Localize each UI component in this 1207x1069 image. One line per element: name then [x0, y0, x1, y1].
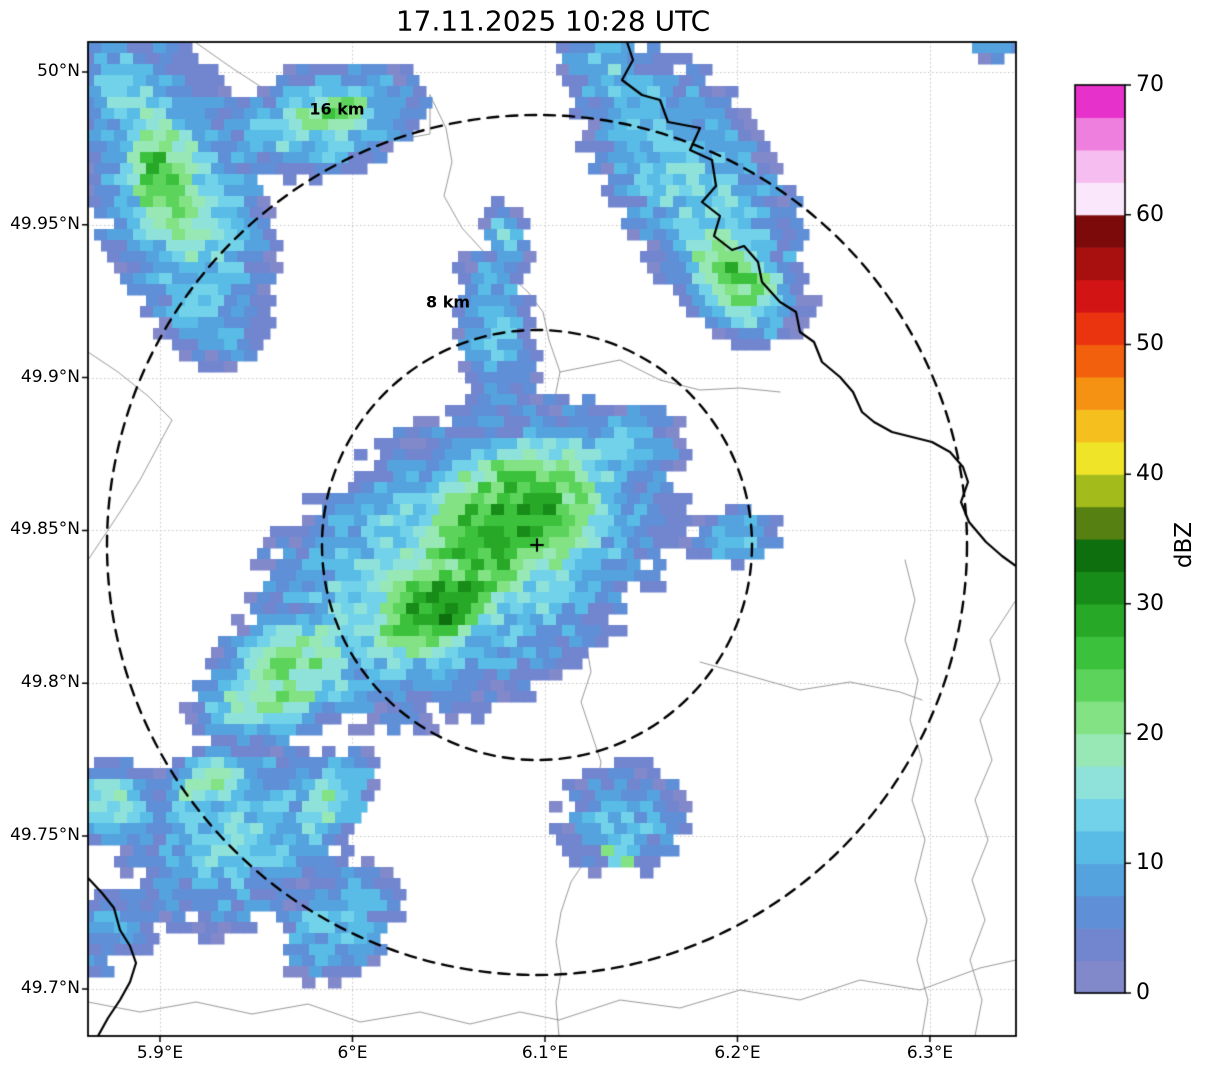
- y-tick-label: 49.8°N: [20, 672, 80, 693]
- colorbar-tick-label: 70: [1136, 72, 1164, 97]
- colorbar-tick-label: 60: [1136, 201, 1164, 227]
- x-tick-label: 6.1°E: [521, 1043, 569, 1063]
- y-tick-label: 49.95°N: [10, 213, 80, 234]
- colorbar-axis-label: dBZ: [1171, 521, 1197, 569]
- range-ring-label-16km: 16 km: [309, 99, 365, 119]
- colorbar-tick-label: 0: [1136, 980, 1150, 1005]
- x-tick-label: 6.2°E: [714, 1043, 761, 1063]
- colorbar-tick-label: 30: [1136, 590, 1164, 616]
- colorbar-tick-label: 50: [1136, 331, 1164, 357]
- x-tick-label: 6.3°E: [906, 1043, 954, 1063]
- chart-title: 17.11.2025 10:28 UTC: [395, 4, 711, 38]
- y-tick-label: 49.7°N: [20, 977, 80, 998]
- y-tick-label: 49.9°N: [20, 366, 80, 387]
- y-tick-label: 49.75°N: [10, 825, 80, 846]
- x-tick-label: 6°E: [337, 1043, 368, 1063]
- colorbar-tick-label: 20: [1136, 720, 1164, 746]
- x-tick-label: 5.9°E: [136, 1043, 184, 1063]
- colorbar-tick-label: 10: [1136, 850, 1164, 876]
- y-tick-label: 49.85°N: [10, 519, 80, 540]
- colorbar-tick-label: 40: [1136, 461, 1164, 487]
- y-tick-label: 50°N: [37, 60, 80, 81]
- range-ring-label-8km: 8 km: [425, 292, 471, 312]
